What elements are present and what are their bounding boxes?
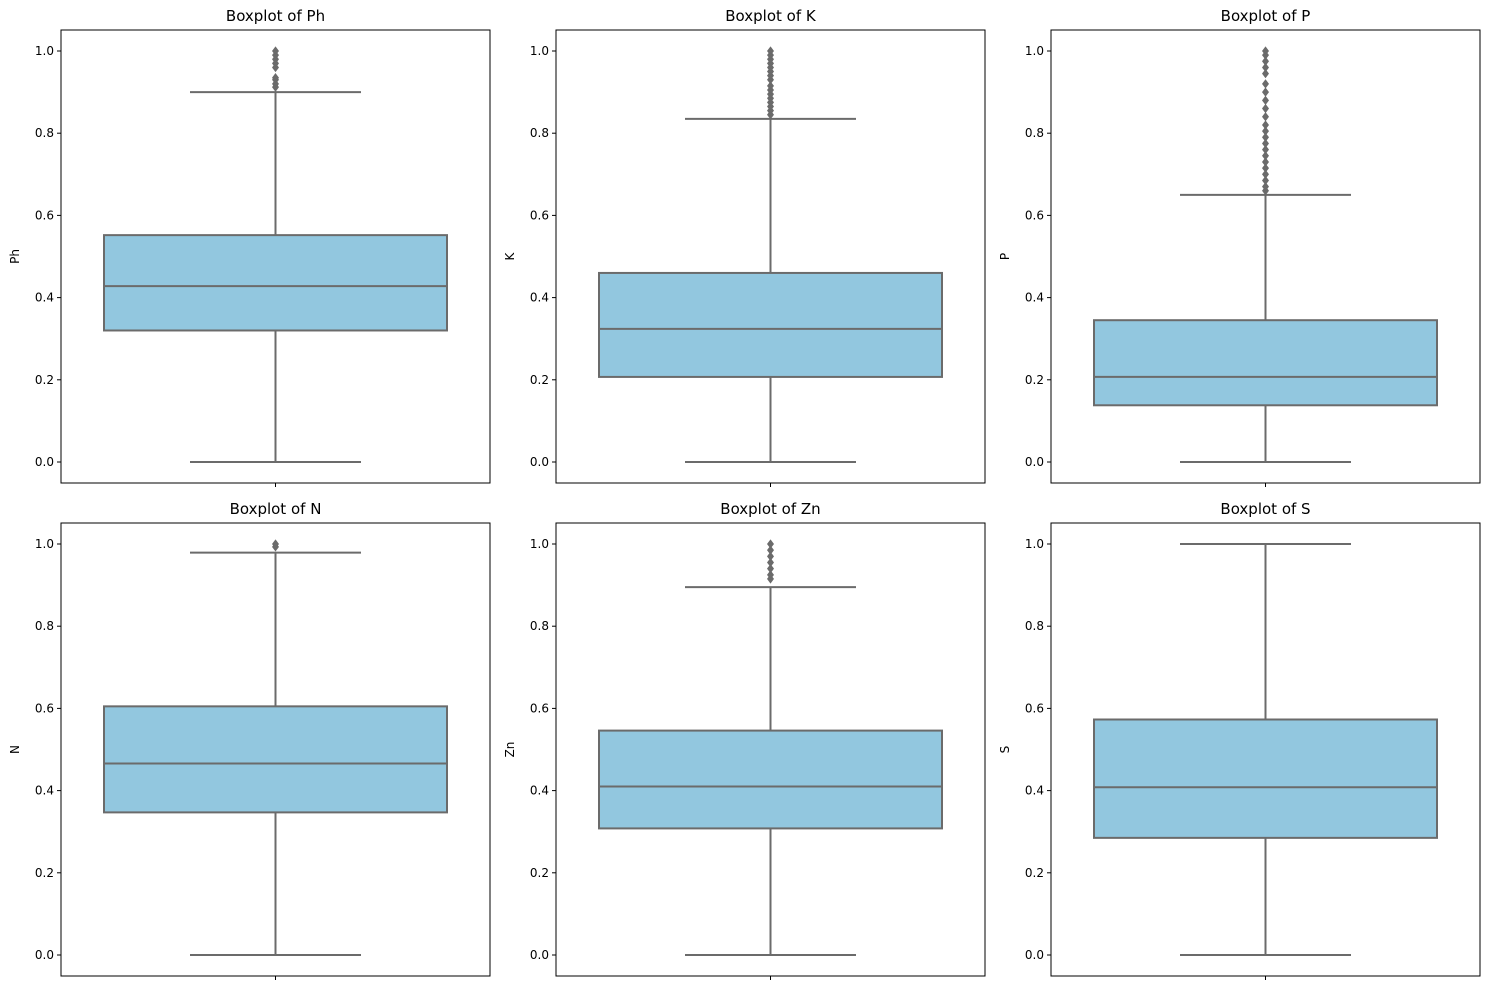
outlier-point	[1262, 46, 1269, 56]
chart-title: Boxplot of N	[230, 500, 322, 518]
outlier-point	[1262, 87, 1269, 97]
y-axis-label: Zn	[503, 742, 517, 758]
y-tick-label: 0.6	[1025, 208, 1044, 222]
chart-title: Boxplot of P	[1221, 7, 1311, 25]
chart-title: Boxplot of S	[1220, 500, 1310, 518]
y-tick-label: 0.2	[530, 373, 549, 387]
chart-title: Boxplot of Zn	[720, 500, 820, 518]
outlier-point	[1262, 157, 1269, 167]
y-tick-label: 0.4	[530, 291, 549, 305]
outlier-point	[1262, 181, 1269, 192]
y-tick-label: 0.0	[1025, 948, 1044, 962]
outlier-point	[767, 539, 774, 549]
y-tick-label: 0.2	[1025, 866, 1044, 880]
y-tick-label: 0.6	[530, 208, 549, 222]
outlier-point	[272, 539, 279, 549]
outlier-point	[272, 46, 279, 56]
y-tick-label: 0.8	[1025, 126, 1044, 140]
y-tick-label: 0.4	[35, 291, 54, 305]
outlier-point	[1262, 126, 1269, 136]
y-tick-label: 0.6	[1025, 701, 1044, 715]
y-tick-label: 1.0	[530, 537, 549, 551]
y-tick-label: 0.4	[1025, 784, 1044, 798]
y-tick-label: 0.8	[530, 126, 549, 140]
outlier-point	[1262, 112, 1269, 122]
y-axis-label: Ph	[8, 249, 22, 264]
outlier-point	[1262, 138, 1269, 149]
outlier-point	[767, 563, 774, 574]
y-tick-label: 0.2	[35, 373, 54, 387]
y-tick-label: 0.0	[530, 455, 549, 469]
iqr-box	[103, 705, 448, 814]
y-tick-label: 0.4	[530, 784, 549, 798]
y-tick-label: 0.0	[530, 948, 549, 962]
outlier-point	[1262, 120, 1269, 130]
outlier-point	[1262, 103, 1269, 114]
outlier-point	[1262, 79, 1269, 89]
plot-frame	[60, 29, 491, 484]
y-tick-label: 0.6	[530, 701, 549, 715]
y-tick-label: 1.0	[1025, 44, 1044, 58]
y-tick-label: 0.2	[1025, 373, 1044, 387]
outlier-point	[1262, 175, 1269, 186]
iqr-box	[1093, 319, 1438, 407]
outlier-point	[1262, 151, 1269, 161]
y-tick-label: 0.8	[1025, 619, 1044, 633]
y-tick-label: 0.6	[35, 701, 54, 715]
y-axis-label: S	[998, 746, 1012, 754]
iqr-box	[1093, 718, 1438, 839]
outlier-point	[1262, 62, 1269, 73]
outlier-point	[1262, 56, 1269, 66]
plot-frame	[555, 29, 986, 484]
y-tick-label: 0.4	[1025, 291, 1044, 305]
y-tick-label: 0.4	[35, 784, 54, 798]
outlier-point	[767, 46, 774, 56]
y-tick-label: 0.8	[35, 619, 54, 633]
plot-frame	[1050, 522, 1481, 977]
y-axis-label: K	[503, 251, 517, 260]
y-tick-label: 0.0	[35, 948, 54, 962]
outlier-point	[1262, 144, 1269, 155]
iqr-box	[598, 271, 943, 378]
plot-frame	[60, 522, 491, 977]
outlier-point	[272, 73, 279, 83]
y-tick-label: 1.0	[1025, 537, 1044, 551]
iqr-box	[598, 729, 943, 830]
iqr-box	[103, 234, 448, 332]
outlier-point	[1262, 95, 1269, 105]
y-tick-label: 0.2	[530, 866, 549, 880]
y-tick-label: 0.0	[35, 455, 54, 469]
outlier-point	[767, 81, 774, 91]
outlier-point	[767, 570, 774, 580]
y-tick-label: 0.2	[35, 866, 54, 880]
outlier-point	[1262, 163, 1269, 173]
y-tick-label: 1.0	[35, 44, 54, 58]
chart-title: Boxplot of Ph	[226, 7, 325, 25]
y-tick-label: 0.0	[1025, 455, 1044, 469]
outlier-point	[1262, 169, 1269, 179]
y-tick-label: 0.8	[530, 619, 549, 633]
y-tick-label: 0.8	[35, 126, 54, 140]
outlier-point	[767, 557, 774, 568]
outlier-point	[767, 551, 774, 561]
outlier-point	[1262, 132, 1269, 142]
plot-frame	[555, 522, 986, 977]
y-tick-label: 1.0	[530, 44, 549, 58]
y-axis-label: P	[998, 253, 1012, 260]
y-axis-label: N	[8, 745, 22, 754]
chart-title: Boxplot of K	[725, 7, 817, 25]
y-tick-label: 1.0	[35, 537, 54, 551]
outlier-point	[767, 545, 774, 555]
plot-frame	[1050, 29, 1481, 484]
y-tick-label: 0.6	[35, 208, 54, 222]
outlier-point	[1262, 68, 1269, 79]
